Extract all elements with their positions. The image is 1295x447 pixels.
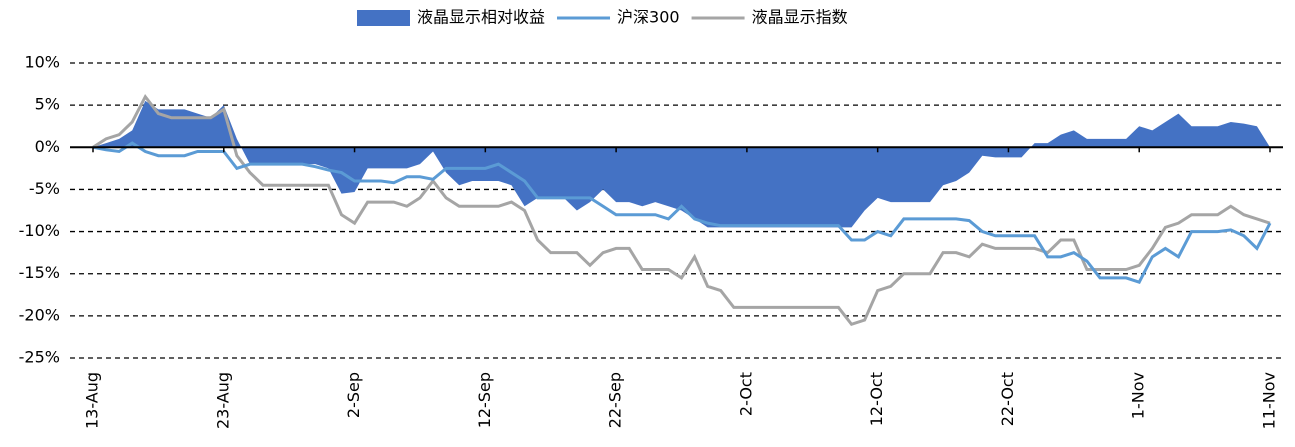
line xyxy=(92,93,1271,327)
legend-swatch xyxy=(357,10,410,26)
x-tick-label: 11-Nov xyxy=(1260,372,1279,429)
legend-label: 液晶显示相对收益 xyxy=(417,8,545,27)
y-tick-label: 0% xyxy=(35,137,60,156)
y-tick-label: 5% xyxy=(35,95,60,114)
line xyxy=(92,141,1272,284)
x-tick-label: 13-Aug xyxy=(83,372,102,429)
y-tick-label: 10% xyxy=(24,53,60,72)
legend-label: 液晶显示指数 xyxy=(752,8,848,27)
x-tick-label: 12-Sep xyxy=(475,372,494,428)
y-tick-label: -25% xyxy=(19,348,60,367)
x-tick-label: 2-Oct xyxy=(736,372,755,416)
y-tick-label: -20% xyxy=(19,305,60,324)
x-tick-label: 12-Oct xyxy=(867,372,886,426)
x-tick-label: 2-Sep xyxy=(344,372,363,418)
x-tick-label: 23-Aug xyxy=(213,372,232,429)
y-tick-label: -10% xyxy=(19,221,60,240)
legend-label: 沪深300 xyxy=(617,8,680,27)
x-tick-label: 22-Oct xyxy=(998,372,1017,426)
x-tick-label: 1-Nov xyxy=(1129,372,1148,419)
x-tick-label: 22-Sep xyxy=(606,372,625,428)
y-tick-label: -15% xyxy=(19,263,60,282)
y-tick-label: -5% xyxy=(29,179,60,198)
area xyxy=(93,100,1270,228)
